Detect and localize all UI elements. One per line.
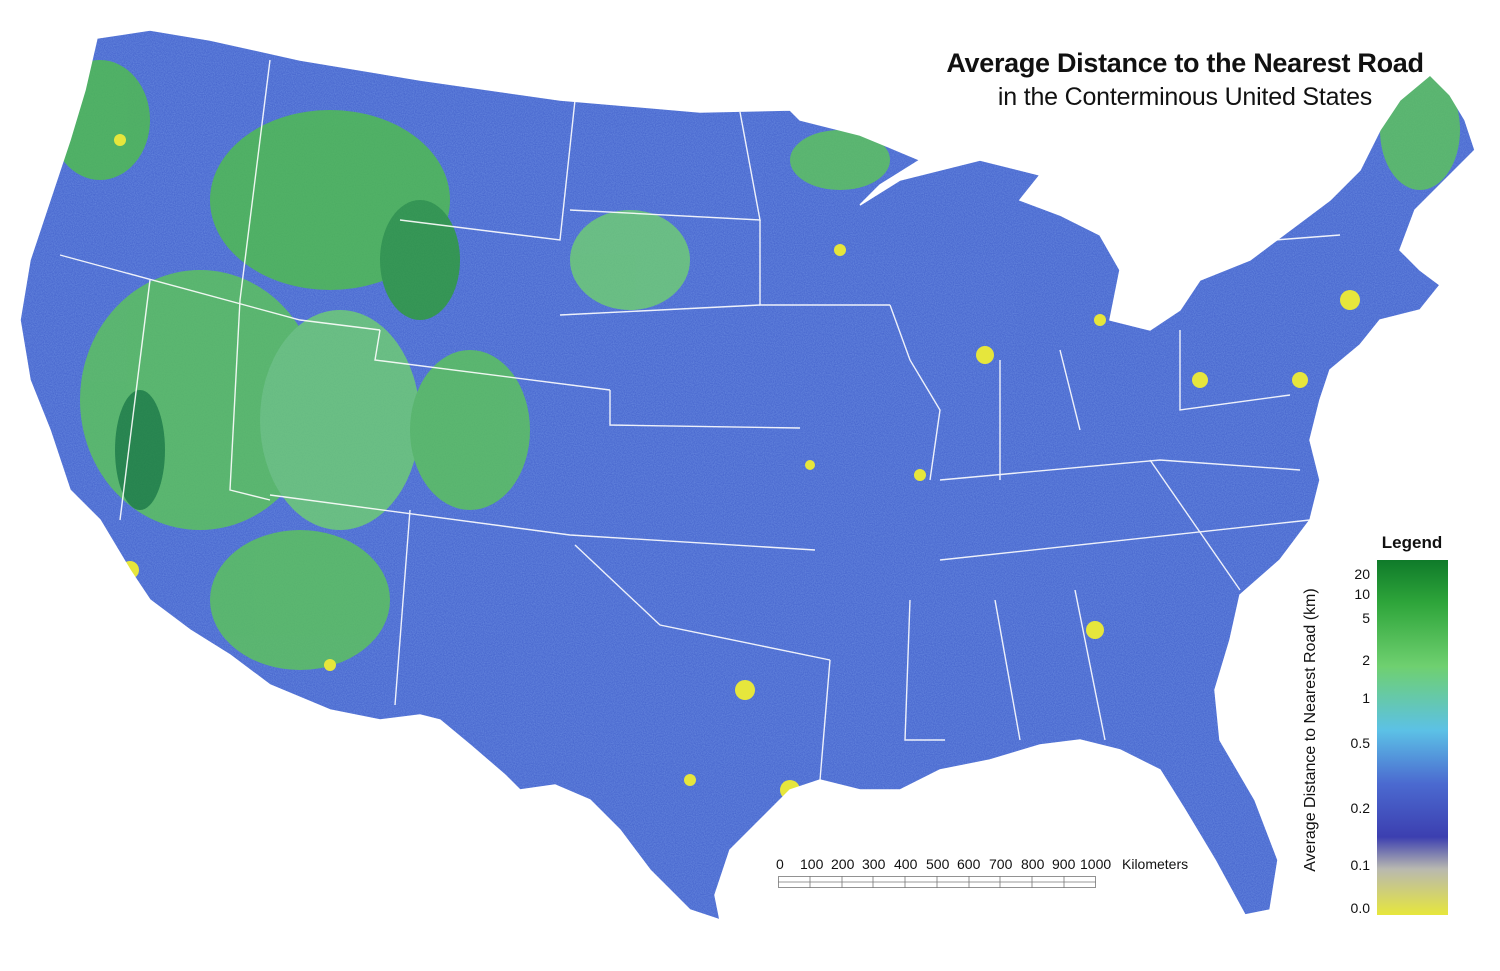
legend-color-ramp xyxy=(1377,560,1448,915)
scale-label: 800 xyxy=(1021,856,1045,872)
scale-label: 400 xyxy=(894,856,918,872)
green-regions xyxy=(50,60,1460,670)
legend-tick: 10 xyxy=(1354,586,1370,602)
map-title: Average Distance to the Nearest Road xyxy=(946,48,1424,78)
map-title-block: Average Distance to the Nearest Road in … xyxy=(900,48,1470,112)
legend-tick: 0.5 xyxy=(1350,735,1370,751)
scale-label: 0 xyxy=(776,856,784,872)
state-borders xyxy=(59,59,1341,781)
scale-label: 600 xyxy=(957,856,981,872)
legend-tick: 2 xyxy=(1362,652,1370,668)
scale-label: 100 xyxy=(800,856,824,872)
legend-tick: 1 xyxy=(1362,690,1370,706)
scale-label: 1000 xyxy=(1080,856,1112,872)
scale-label: 300 xyxy=(862,856,886,872)
legend-title: Legend xyxy=(1381,533,1443,552)
legend-tick: 20 xyxy=(1354,566,1370,582)
scale-unit: Kilometers xyxy=(1122,856,1189,872)
scale-label: 900 xyxy=(1052,856,1076,872)
legend-tick: 0.2 xyxy=(1350,800,1370,816)
legend-tick: 5 xyxy=(1362,610,1370,626)
legend-tick: 0.0 xyxy=(1350,900,1370,916)
legend-axis-label: Average Distance to Nearest Road (km) xyxy=(1302,588,1319,872)
scale-label: 500 xyxy=(926,856,950,872)
scale-label: 200 xyxy=(831,856,855,872)
scale-label: 700 xyxy=(989,856,1013,872)
map-subtitle: in the Conterminous United States xyxy=(997,83,1373,111)
scale-bar xyxy=(778,876,1096,888)
legend-tick: 0.1 xyxy=(1350,857,1370,873)
